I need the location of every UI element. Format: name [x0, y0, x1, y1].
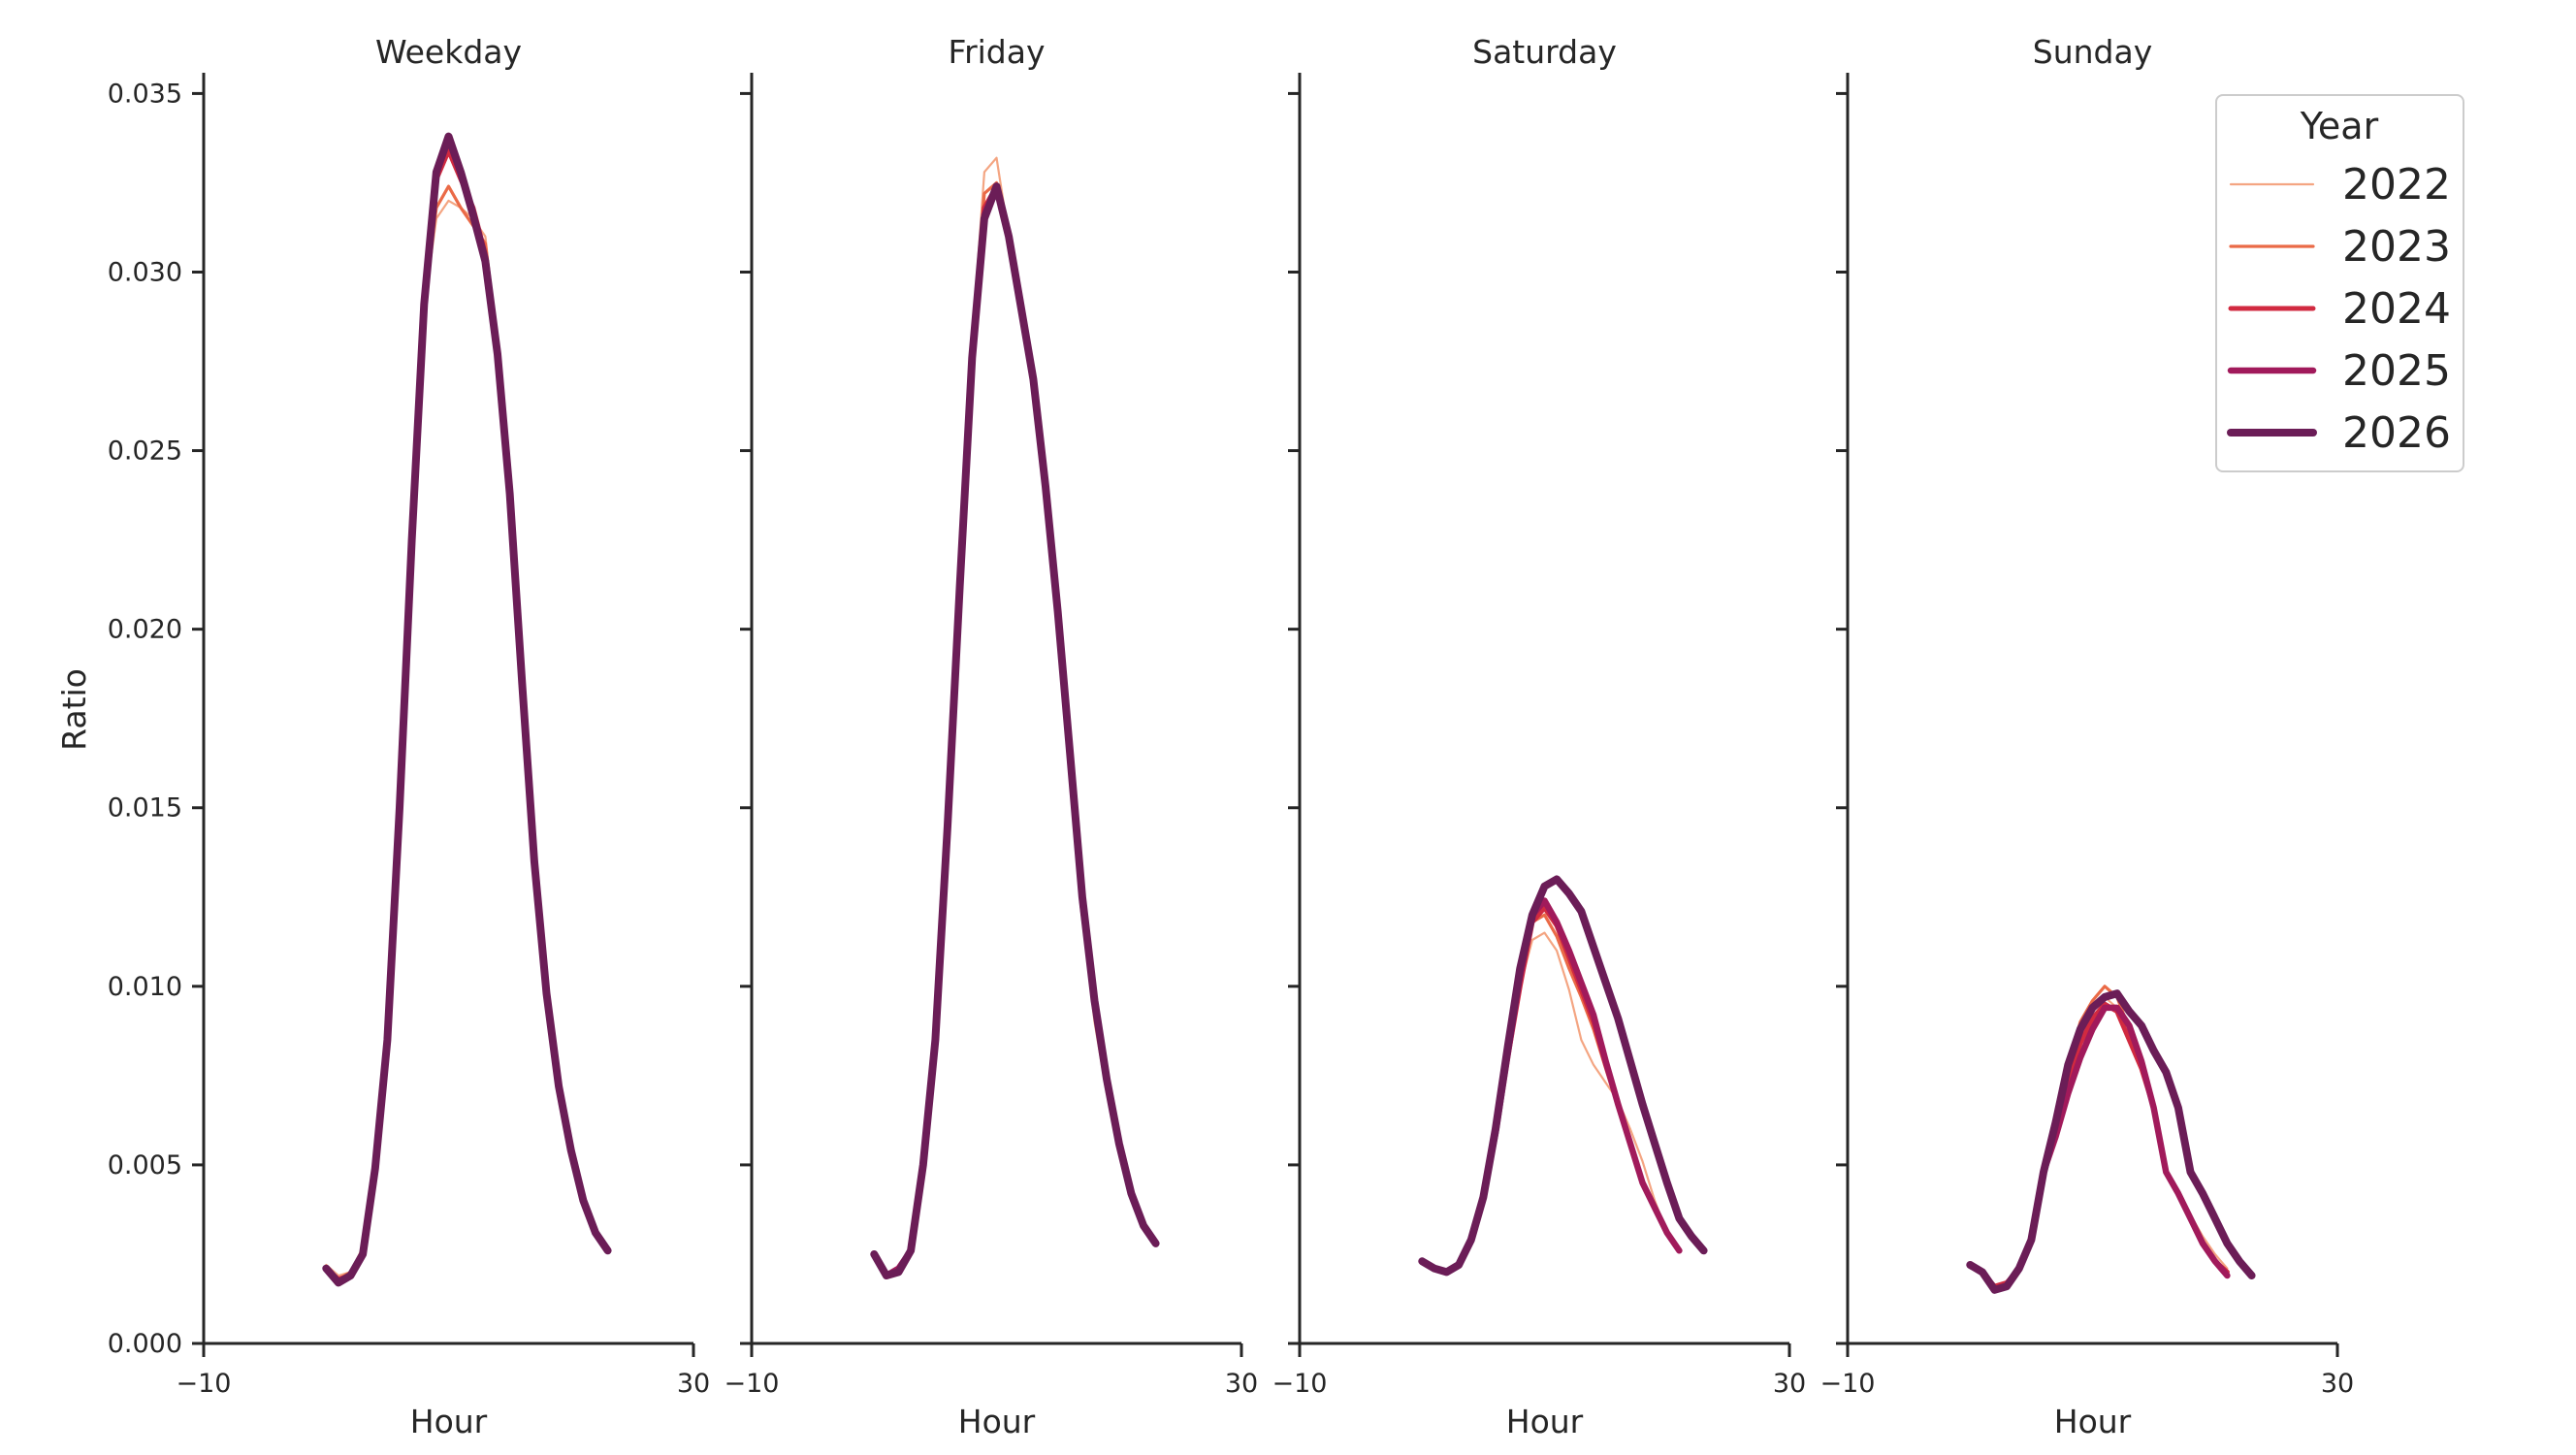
x-tick-label: 30 [1225, 1369, 1258, 1399]
panel-sunday: Sunday −10 30 Hour [1820, 33, 2355, 1440]
x-axis-title: Hour [958, 1403, 1036, 1440]
y-tick-label: 0.010 [108, 972, 182, 1002]
y-tick-label: 0.035 [108, 79, 182, 109]
x-tick-label: 30 [1773, 1369, 1806, 1399]
series-line-2026 [322, 132, 612, 1287]
y-tick-label: 0.015 [108, 793, 182, 824]
panel-title: Saturday [1472, 33, 1617, 71]
panel-weekday: Weekday 0.000 0.005 0.010 0.015 0.020 0.025 0.0… [108, 33, 710, 1440]
y-tick-label: 0.000 [108, 1329, 182, 1359]
panel-title: Friday [948, 33, 1045, 71]
legend-frame [2215, 94, 2464, 472]
legend-label: 2026 [2342, 408, 2451, 458]
y-tick-label: 0.020 [108, 615, 182, 645]
y-tick-label: 0.025 [108, 436, 182, 467]
y-tick-label: 0.030 [108, 257, 182, 287]
series-line-2026 [1418, 875, 1708, 1277]
series-line-2023 [1968, 985, 2229, 1288]
x-tick-label: 30 [2321, 1369, 2354, 1399]
legend-label: 2023 [2342, 222, 2451, 272]
y-axis-title: Ratio [55, 668, 93, 751]
x-tick-label: −10 [177, 1369, 232, 1399]
legend-label: 2025 [2342, 346, 2451, 396]
series-line-2026 [1966, 989, 2256, 1294]
x-tick-label: 30 [677, 1369, 710, 1399]
panel-friday: Friday −10 30 Hour [724, 33, 1259, 1440]
x-axis-title: Hour [410, 1403, 488, 1440]
y-tick-label: 0.005 [108, 1150, 182, 1180]
series-line-2022 [1969, 995, 2229, 1288]
panel-saturday: Saturday −10 30 Hour [1272, 33, 1807, 1440]
x-axis-title: Hour [2054, 1403, 2132, 1440]
legend: Year 2022 2023 2024 2025 2026 [2215, 94, 2464, 472]
panel-title: Sunday [2033, 33, 2152, 71]
x-tick-label: −10 [1272, 1369, 1328, 1399]
legend-label: 2024 [2342, 284, 2451, 334]
series-line-2026 [870, 182, 1160, 1279]
legend-label: 2022 [2342, 160, 2451, 210]
legend-title: Year [2300, 105, 2379, 147]
x-tick-label: −10 [1820, 1369, 1876, 1399]
x-axis-title: Hour [1506, 1403, 1584, 1440]
x-tick-label: −10 [724, 1369, 780, 1399]
panel-title: Weekday [375, 33, 522, 71]
